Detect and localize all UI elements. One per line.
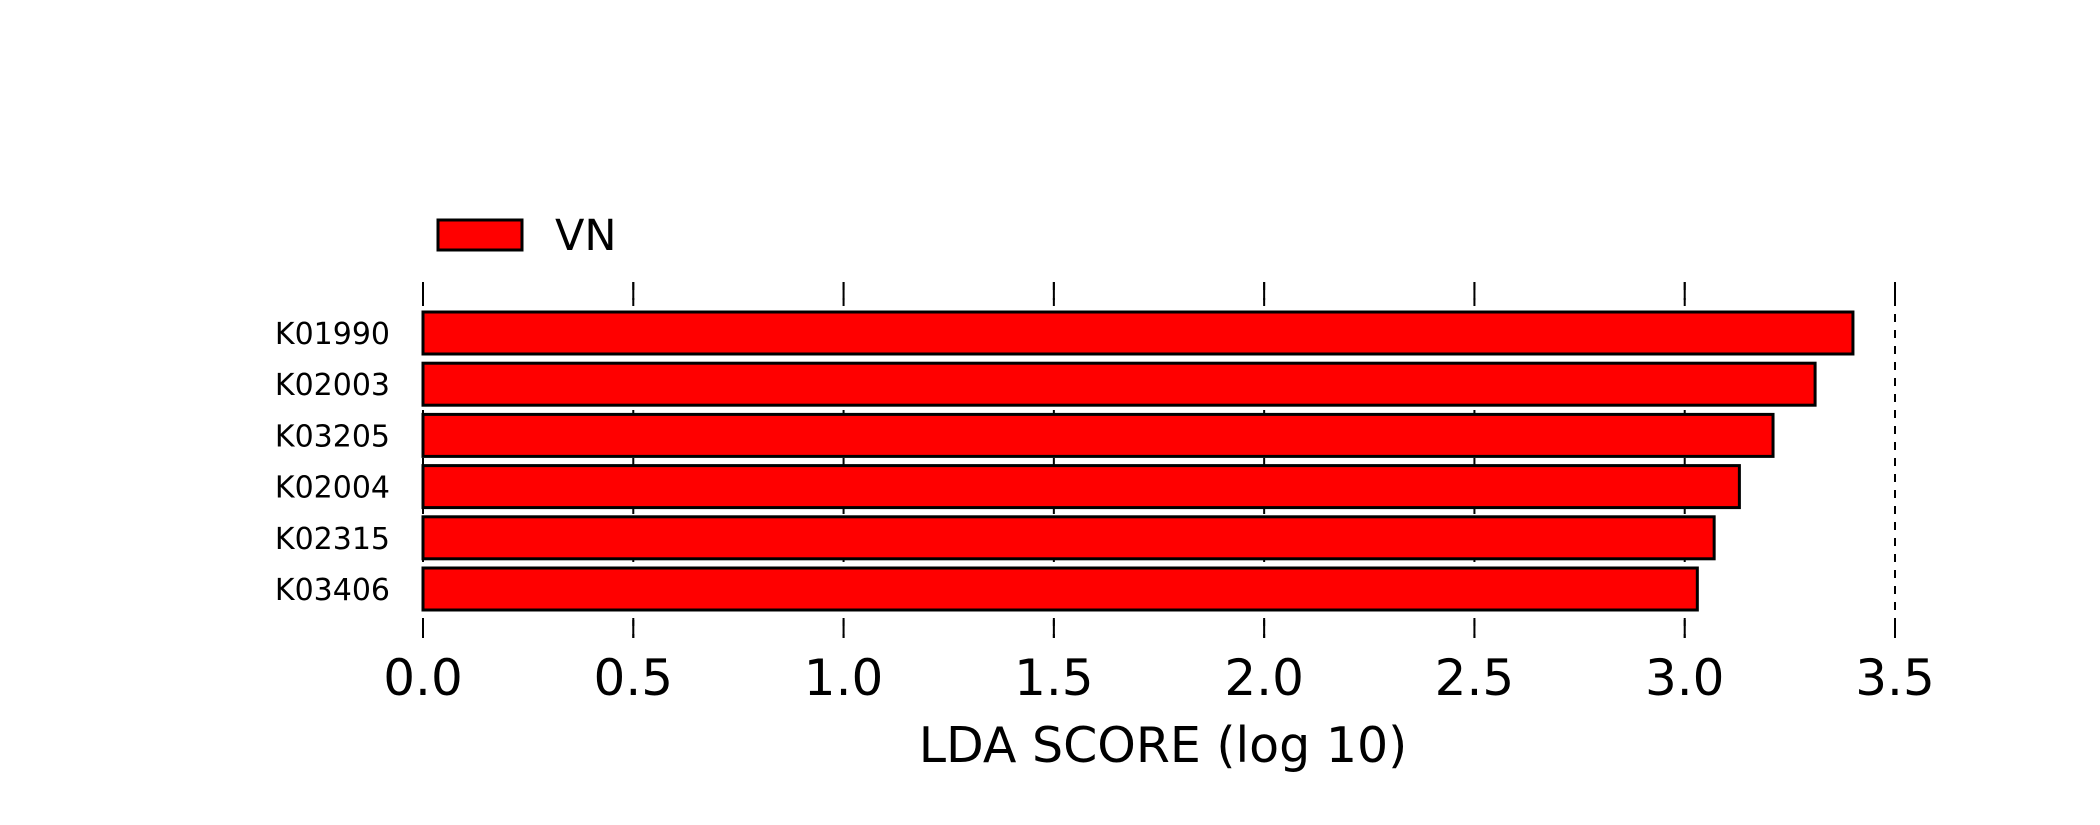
category-label-k02003: K02003 [275,368,390,403]
x-tick-label: 3.5 [1855,649,1935,707]
x-axis-title: LDA SCORE (log 10) [919,717,1408,774]
x-tick-label: 2.0 [1224,649,1304,707]
category-labels: K01990 K02003 K03205 K02004 K02315 K03406 [275,317,390,608]
bar-k02315 [421,515,1716,561]
x-tick-label: 1.5 [1014,649,1094,707]
bar-k01990 [421,310,1855,356]
category-label-k01990: K01990 [275,317,390,352]
legend: VN [436,211,617,261]
bar-k03406 [421,566,1699,612]
x-tick-label: 1.0 [804,649,884,707]
x-tick-label: 0.0 [383,649,463,707]
category-label-k03406: K03406 [275,573,390,608]
category-label-k02004: K02004 [275,471,390,506]
category-label-k03205: K03205 [275,419,390,454]
legend-swatch [436,218,524,252]
x-axis-ticks [422,282,1896,638]
category-label-k02315: K02315 [275,522,390,557]
bar-k02004 [421,464,1741,510]
x-tick-labels: 0.0 0.5 1.0 1.5 2.0 2.5 3.0 3.5 [383,649,1935,707]
x-tick-label: 0.5 [594,649,674,707]
bar-k02003 [421,361,1817,407]
bar-k03205 [421,412,1775,458]
gridlines [422,282,1896,638]
legend-label: VN [555,211,617,261]
x-tick-label: 2.5 [1435,649,1515,707]
bars [421,310,1855,612]
x-tick-label: 3.0 [1645,649,1725,707]
